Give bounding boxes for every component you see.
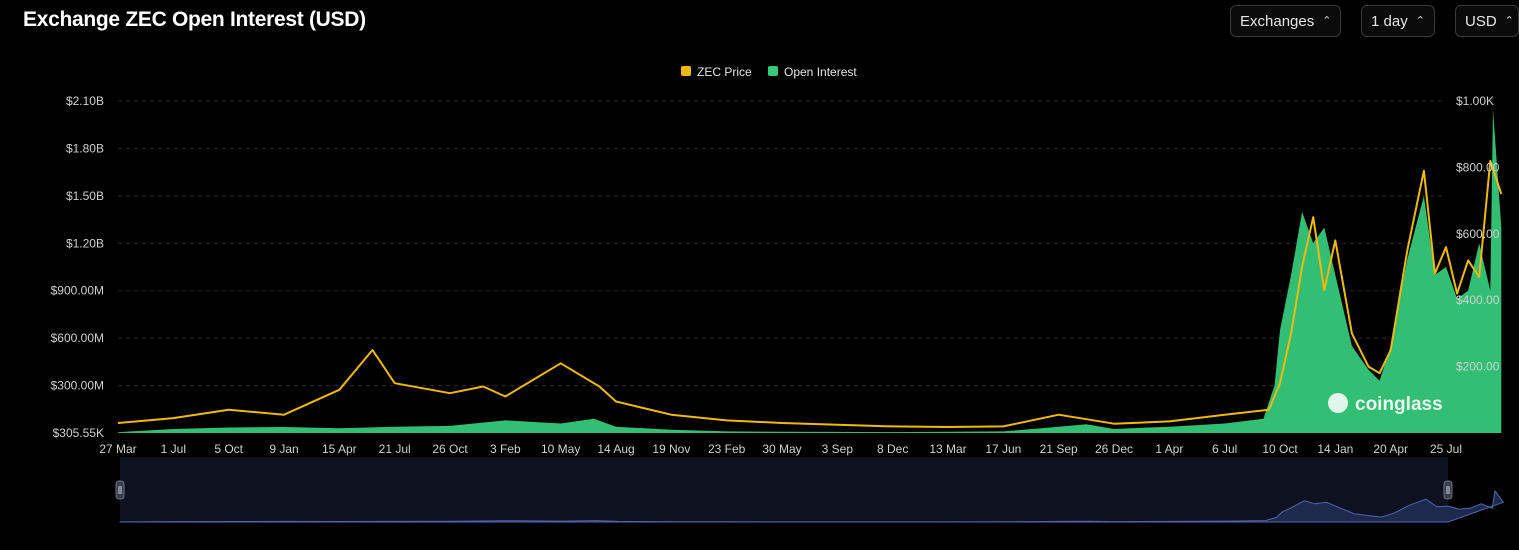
left-axis-tick: $300.00M — [51, 379, 104, 393]
exchanges-select-label: Exchanges — [1240, 12, 1315, 30]
x-axis-tick: 3 Sep — [822, 442, 854, 456]
legend-swatch — [681, 66, 691, 76]
exchanges-select[interactable]: Exchanges ⌃ — [1230, 5, 1342, 37]
zec-price-line — [117, 159, 1503, 428]
right-axis-tick: $800.00 — [1456, 160, 1500, 174]
x-axis-tick: 1 Jul — [161, 442, 186, 456]
left-axis-tick: $2.10B — [66, 94, 104, 108]
chevron-updown-icon: ⌃ — [1504, 14, 1514, 27]
x-axis-tick: 3 Feb — [490, 442, 521, 456]
page-title: Exchange ZEC Open Interest (USD) — [23, 8, 366, 31]
right-axis-tick: $200.00 — [1456, 360, 1500, 374]
left-axis-tick: $1.80B — [66, 141, 104, 155]
left-axis-tick: $1.50B — [66, 189, 104, 203]
x-axis-tick: 30 May — [762, 442, 801, 456]
legend-swatch — [768, 66, 778, 76]
x-axis-tick: 26 Oct — [432, 442, 468, 456]
left-axis-tick: $600.00M — [51, 331, 104, 345]
x-axis-tick: 14 Jan — [1317, 442, 1353, 456]
watermark-text: coinglass — [1355, 394, 1443, 415]
handle-grip — [115, 480, 125, 500]
x-axis-tick: 8 Dec — [877, 442, 908, 456]
right-axis-tick: $1.00K — [1456, 94, 1494, 108]
navigator-series — [119, 489, 1505, 523]
x-axis-tick: 14 Aug — [597, 442, 634, 456]
x-axis-tick: 10 May — [541, 442, 580, 456]
x-axis-tick: 15 Apr — [322, 442, 357, 456]
x-axis-tick: 23 Feb — [708, 442, 746, 456]
navigator-right-handle[interactable] — [1443, 480, 1453, 500]
navigator-left-handle[interactable] — [115, 480, 125, 500]
open-interest-area — [118, 108, 1502, 434]
handle-grip — [1443, 480, 1453, 500]
x-axis-tick: 9 Jan — [269, 442, 298, 456]
legend-label: ZEC Price — [697, 65, 752, 79]
x-axis-tick: 10 Oct — [1262, 442, 1298, 456]
coinglass-logo-icon — [1328, 393, 1348, 413]
chevron-updown-icon: ⌃ — [1415, 14, 1425, 27]
legend-item[interactable]: Open Interest — [768, 65, 857, 79]
right-axis-tick: $400.00 — [1456, 293, 1500, 307]
left-axis-tick: $305.55K — [53, 426, 104, 440]
x-axis-tick: 20 Apr — [1373, 442, 1408, 456]
currency-select[interactable]: USD ⌃ — [1455, 5, 1519, 37]
x-axis-tick: 19 Nov — [652, 442, 690, 456]
interval-select-label: 1 day — [1371, 12, 1408, 30]
x-axis-tick: 13 Mar — [929, 442, 966, 456]
x-axis-tick: 1 Apr — [1155, 442, 1183, 456]
legend-item[interactable]: ZEC Price — [681, 65, 752, 79]
left-axis-tick: $1.20B — [66, 236, 104, 250]
x-axis-tick: 27 Mar — [99, 442, 136, 456]
left-axis-tick: $900.00M — [51, 284, 104, 298]
chevron-updown-icon: ⌃ — [1322, 14, 1332, 27]
legend-label: Open Interest — [784, 65, 857, 79]
coinglass-watermark: coinglass — [1328, 393, 1443, 415]
x-axis-tick: 25 Jul — [1430, 442, 1462, 456]
right-axis-tick: $600.00 — [1456, 227, 1500, 241]
x-axis-tick: 17 Jun — [985, 442, 1021, 456]
x-axis-tick: 6 Jul — [1212, 442, 1237, 456]
navigator-track[interactable] — [120, 457, 1448, 522]
x-axis-tick: 26 Dec — [1095, 442, 1133, 456]
x-axis-tick: 21 Sep — [1040, 442, 1078, 456]
interval-select[interactable]: 1 day ⌃ — [1361, 5, 1435, 37]
x-axis-tick: 21 Jul — [379, 442, 411, 456]
currency-select-label: USD — [1465, 12, 1497, 30]
x-axis-tick: 5 Oct — [214, 442, 243, 456]
